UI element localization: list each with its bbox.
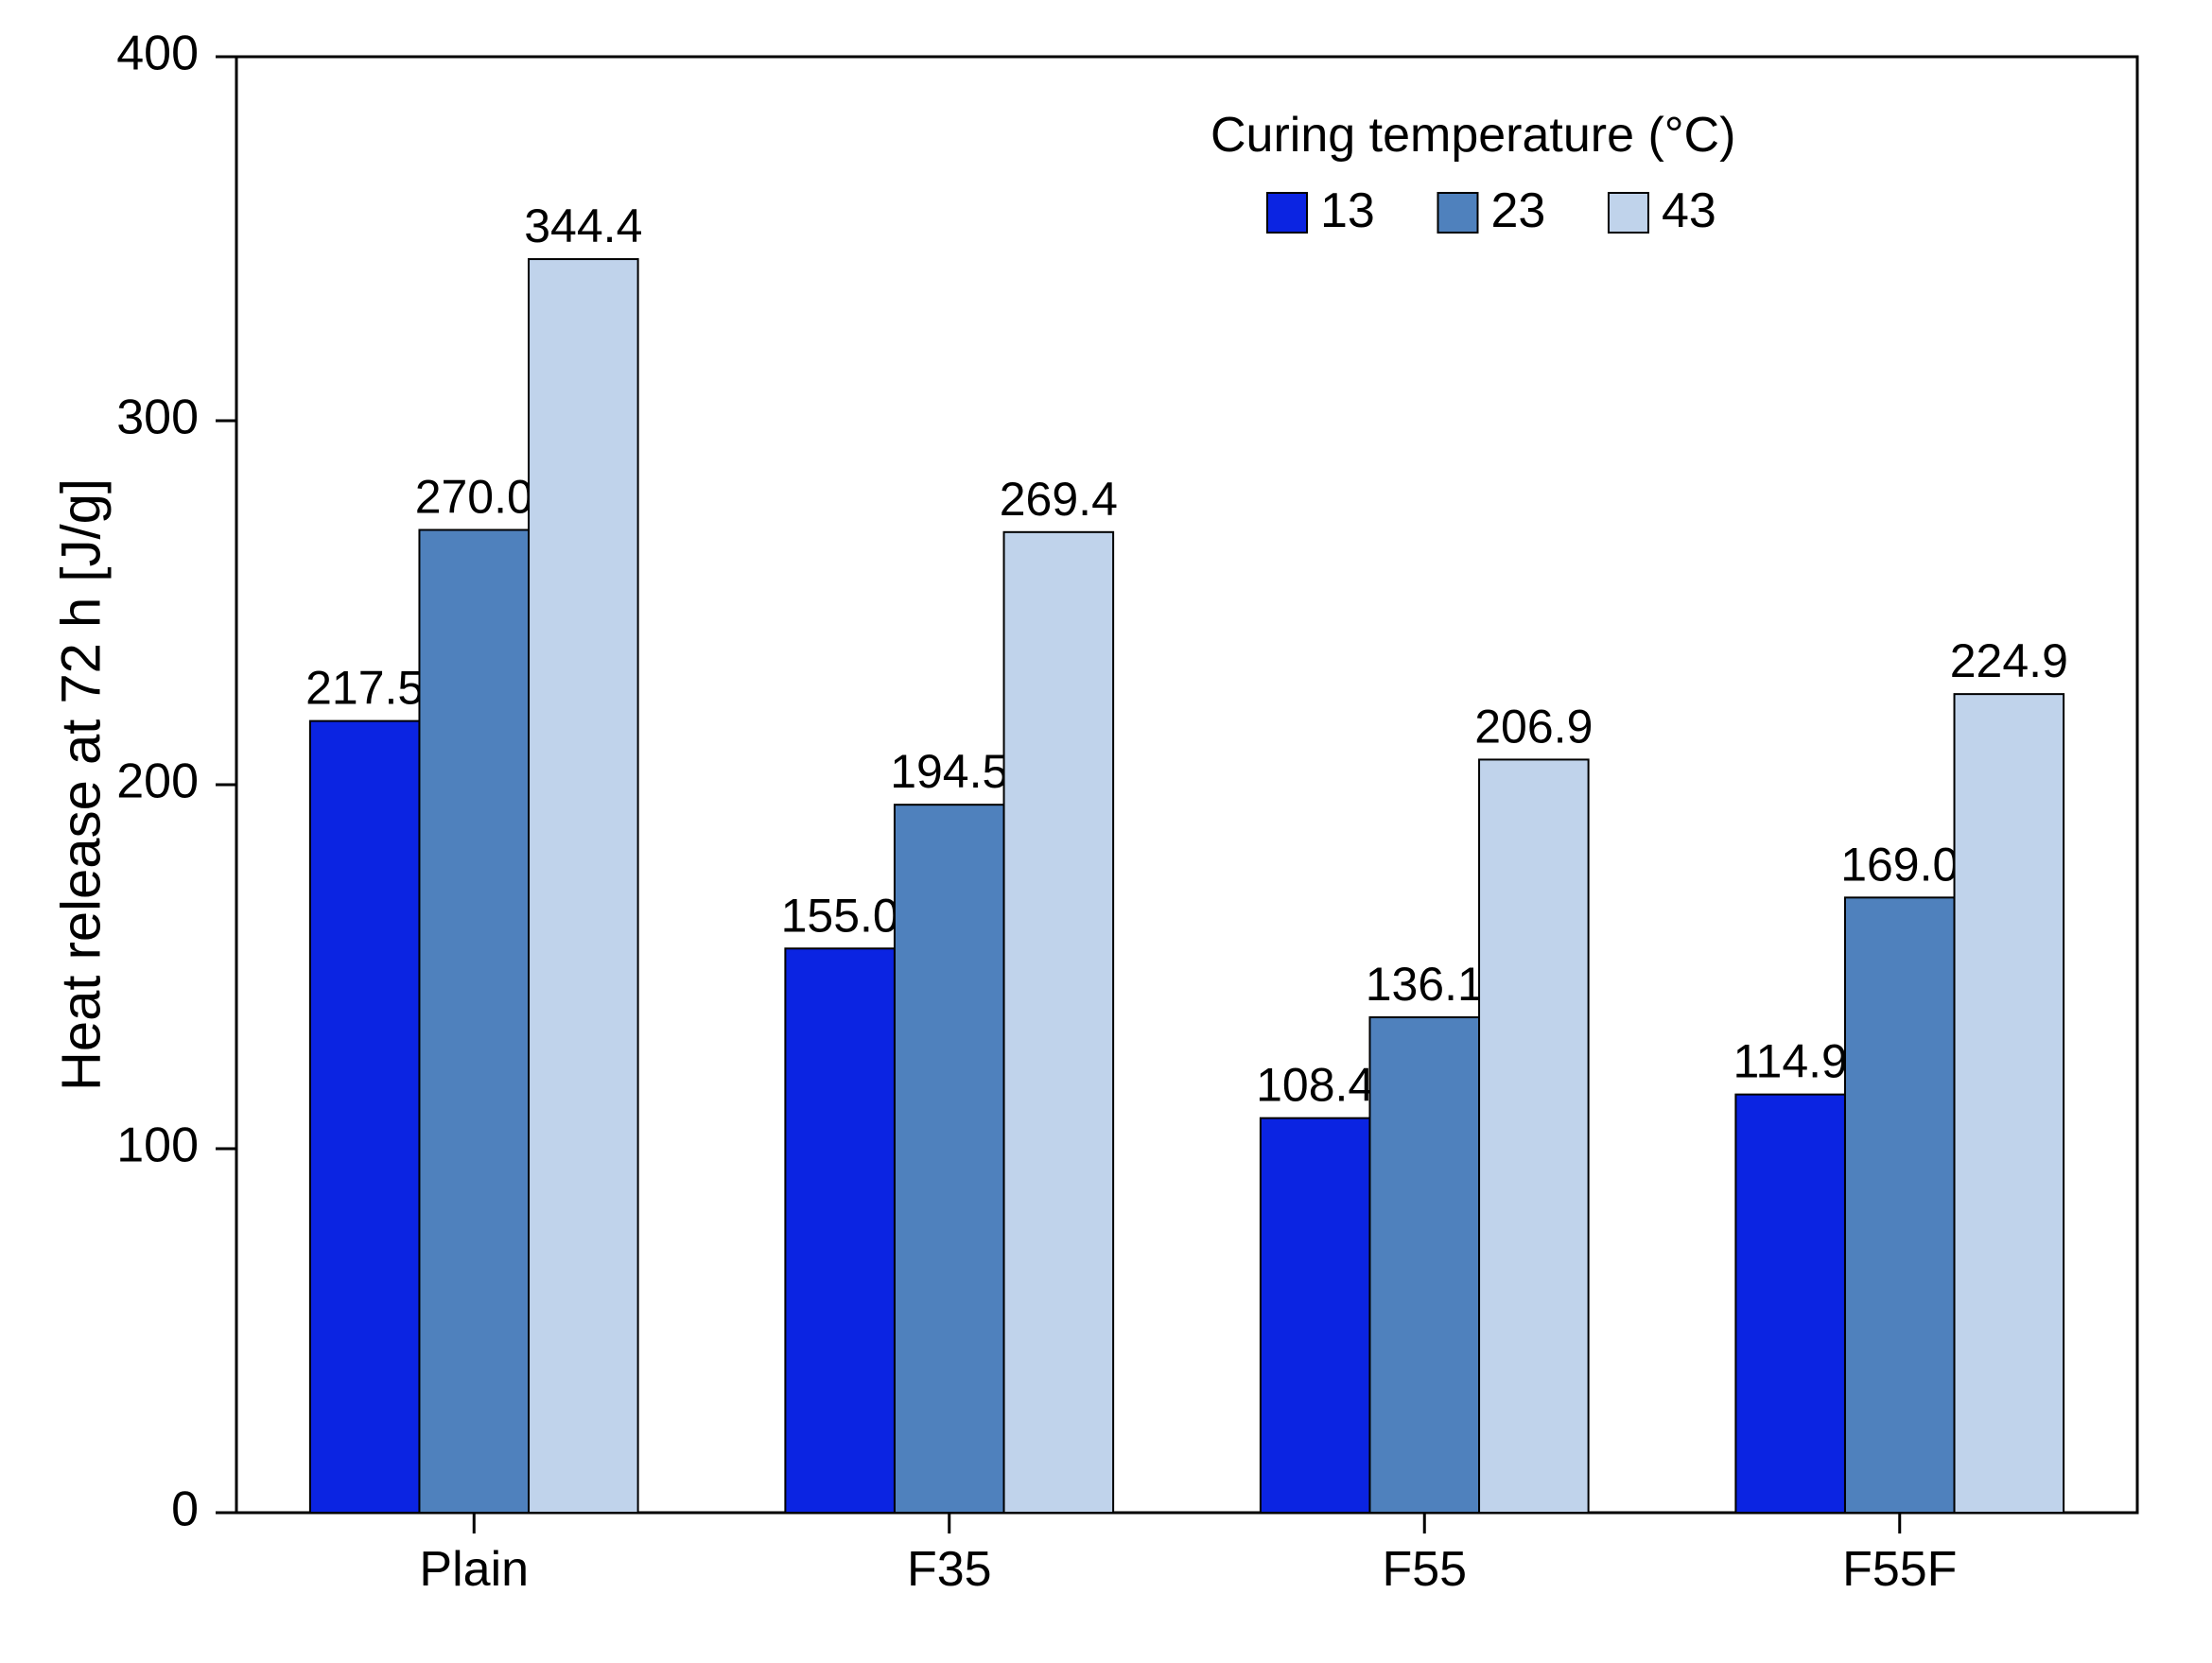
bar [310,721,420,1513]
y-tick-label: 0 [171,1482,199,1537]
bar-value-label: 217.5 [305,662,424,715]
x-tick-label: F55 [1382,1542,1467,1597]
legend-item-label: 23 [1490,183,1545,238]
legend-swatch [1437,193,1477,233]
bar [1369,1017,1479,1513]
x-tick-label: F35 [907,1542,992,1597]
x-tick-label: Plain [419,1542,529,1597]
bar [1735,1095,1845,1513]
legend-item-label: 43 [1662,183,1716,238]
bar [895,805,1004,1513]
bar-value-label: 224.9 [1950,634,2068,687]
bar [1004,532,1114,1513]
legend-swatch [1609,193,1648,233]
bar [1845,897,1955,1513]
bar-value-label: 269.4 [1000,473,1118,526]
bar-value-label: 344.4 [524,199,642,252]
bar [529,259,638,1513]
bar-value-label: 169.0 [1840,838,1959,891]
y-tick-label: 400 [116,26,199,81]
y-tick-label: 300 [116,390,199,445]
bar-value-label: 270.0 [415,471,533,524]
y-axis-label: Heat release at 72 h [J/g] [50,478,112,1091]
bar-chart: 0 100 200 300 400 Heat release at 72 h [J/g] P… [0,0,2212,1663]
bar-value-label: 155.0 [781,889,899,942]
x-tick-label: F55F [1842,1542,1957,1597]
legend-item-label: 13 [1320,183,1375,238]
bar [785,948,895,1513]
y-tick-label: 200 [116,754,199,809]
bar [1955,694,2064,1513]
bar-value-label: 114.9 [1733,1035,1847,1088]
bar [419,530,529,1514]
bar-value-label: 206.9 [1474,700,1593,753]
bar [1479,759,1589,1513]
bar-value-label: 136.1 [1366,958,1484,1011]
y-tick-label: 100 [116,1118,199,1173]
bar-value-label: 194.5 [890,745,1008,798]
legend-swatch [1267,193,1307,233]
bar-value-label: 108.4 [1256,1059,1374,1112]
bar [1261,1118,1370,1513]
legend-title: Curing temperature (°C) [1211,108,1735,163]
chart-container: 0 100 200 300 400 Heat release at 72 h [J/g] P… [0,0,2212,1663]
